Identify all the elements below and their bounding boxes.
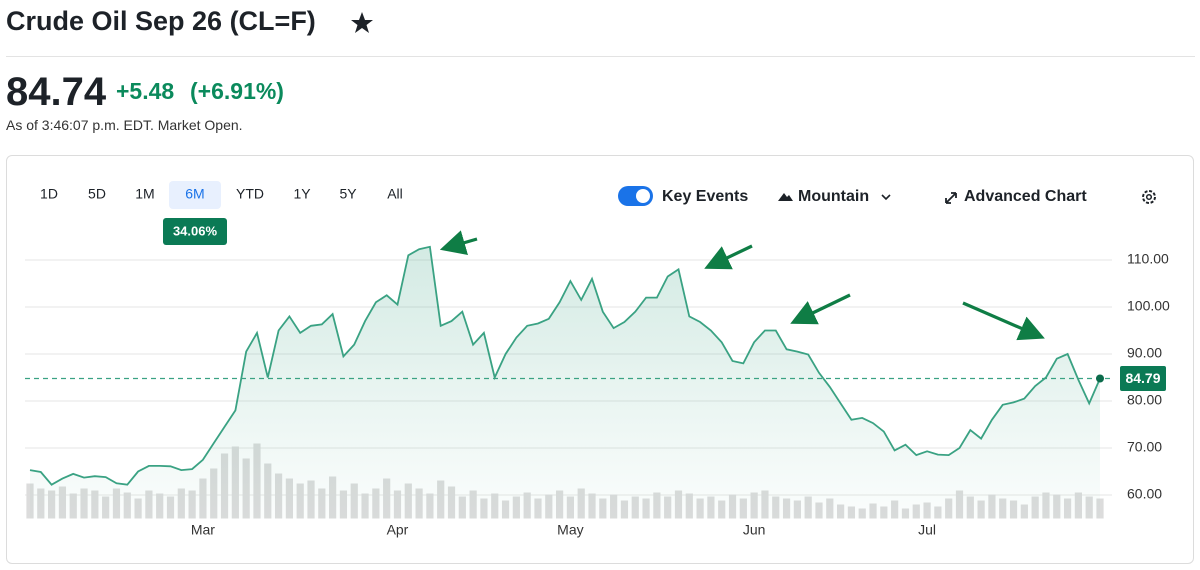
divider xyxy=(6,56,1195,57)
range-button[interactable]: 6M xyxy=(185,186,204,202)
x-tick-label: Jun xyxy=(743,522,766,538)
x-tick-label: Apr xyxy=(387,522,409,538)
x-tick-label: May xyxy=(557,522,583,538)
key-events-label[interactable]: Key Events xyxy=(662,188,748,205)
expand-icon xyxy=(945,192,957,204)
annotation-arrows xyxy=(439,230,1045,341)
y-tick-label: 60.00 xyxy=(1127,486,1162,502)
x-tick-label: Jul xyxy=(918,522,936,538)
range-button[interactable]: 1D xyxy=(40,186,58,202)
key-events-toggle[interactable] xyxy=(618,186,653,206)
range-button[interactable]: YTD xyxy=(236,186,264,202)
price: 84.74 xyxy=(6,70,107,114)
last-point xyxy=(1096,374,1104,383)
price-line xyxy=(29,245,1101,486)
price-change: +5.48 xyxy=(116,78,175,104)
settings-icon[interactable] xyxy=(1142,190,1156,204)
quote-title: Crude Oil Sep 26 (CL=F) xyxy=(6,6,316,36)
timestamp: As of 3:46:07 p.m. EDT. Market Open. xyxy=(6,117,243,133)
mountain-icon xyxy=(778,193,793,201)
range-change-badge xyxy=(163,218,227,245)
chart-card xyxy=(6,155,1194,564)
range-button[interactable]: All xyxy=(387,186,403,202)
y-tick-label: 70.00 xyxy=(1127,439,1162,455)
chart-style[interactable]: Mountain xyxy=(798,188,869,205)
percent-change: (+6.91%) xyxy=(190,78,284,104)
range-button[interactable]: 5D xyxy=(88,186,106,202)
advanced-chart[interactable]: Advanced Chart xyxy=(964,188,1087,205)
range-selected-bg xyxy=(169,181,221,209)
star-icon[interactable] xyxy=(351,12,373,33)
y-tick-label: 90.00 xyxy=(1127,345,1162,361)
y-tick-label: 100.00 xyxy=(1127,298,1170,314)
range-button[interactable]: 5Y xyxy=(339,186,357,202)
y-tick-label: 110.00 xyxy=(1127,251,1169,267)
chevron xyxy=(881,194,891,201)
x-tick-label: Mar xyxy=(191,522,215,538)
y-tick-label: 80.00 xyxy=(1127,392,1162,408)
current-price-badge xyxy=(1120,365,1166,391)
range-button[interactable]: 1M xyxy=(135,186,154,202)
area xyxy=(30,246,1100,519)
range-button[interactable]: 1Y xyxy=(293,186,311,202)
current-price: 84.79 xyxy=(1125,370,1160,386)
range-change: 34.06% xyxy=(173,223,218,238)
